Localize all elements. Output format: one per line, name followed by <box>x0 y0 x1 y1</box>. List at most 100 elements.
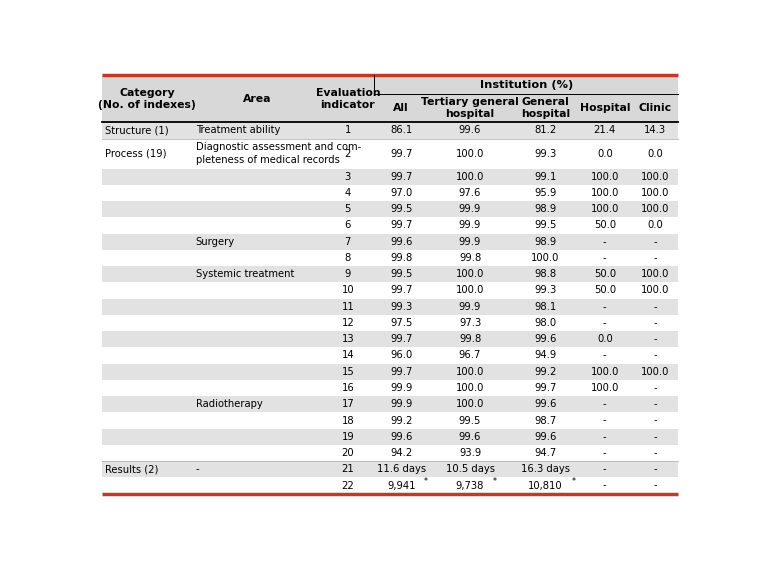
Text: 50.0: 50.0 <box>594 285 616 296</box>
Text: 99.6: 99.6 <box>390 432 412 442</box>
Text: Systemic treatment: Systemic treatment <box>196 269 294 279</box>
Text: 97.0: 97.0 <box>390 188 412 198</box>
Text: -: - <box>653 448 657 458</box>
Text: 86.1: 86.1 <box>390 125 412 135</box>
Text: 1: 1 <box>345 125 351 135</box>
Text: 100.0: 100.0 <box>531 253 559 263</box>
Text: 9,941: 9,941 <box>387 481 415 491</box>
Text: 99.9: 99.9 <box>459 237 481 247</box>
Text: 100.0: 100.0 <box>641 285 669 296</box>
Text: 99.6: 99.6 <box>534 399 556 409</box>
Text: -: - <box>653 432 657 442</box>
Text: -: - <box>603 351 606 360</box>
Text: 10,810: 10,810 <box>528 481 562 491</box>
Text: -: - <box>653 334 657 345</box>
Text: -: - <box>603 415 606 425</box>
Text: 99.7: 99.7 <box>390 285 412 296</box>
Bar <box>102 169 679 185</box>
Text: 99.7: 99.7 <box>390 220 412 230</box>
Text: 100.0: 100.0 <box>641 367 669 377</box>
Text: 100.0: 100.0 <box>456 148 484 158</box>
Text: 100.0: 100.0 <box>456 383 484 393</box>
Text: 99.6: 99.6 <box>459 125 481 135</box>
Text: 100.0: 100.0 <box>456 171 484 182</box>
Text: General
hospital: General hospital <box>521 97 570 119</box>
Text: 99.7: 99.7 <box>390 367 412 377</box>
Text: 100.0: 100.0 <box>591 383 619 393</box>
Text: 99.9: 99.9 <box>459 302 481 312</box>
Text: 97.3: 97.3 <box>459 318 481 328</box>
Text: 99.9: 99.9 <box>459 204 481 214</box>
Text: 17: 17 <box>342 399 354 409</box>
Text: -: - <box>653 399 657 409</box>
Text: 99.1: 99.1 <box>534 171 556 182</box>
Text: All: All <box>393 103 409 113</box>
Text: -: - <box>603 237 606 247</box>
Text: 99.6: 99.6 <box>534 432 556 442</box>
Text: 99.6: 99.6 <box>390 237 412 247</box>
Text: 2: 2 <box>345 148 351 158</box>
Text: 99.6: 99.6 <box>534 334 556 345</box>
Text: 99.9: 99.9 <box>459 220 481 230</box>
Text: 98.9: 98.9 <box>534 237 556 247</box>
Text: 99.5: 99.5 <box>390 204 412 214</box>
Text: 100.0: 100.0 <box>641 188 669 198</box>
Text: -: - <box>603 464 606 474</box>
Text: 99.5: 99.5 <box>534 220 556 230</box>
Text: 100.0: 100.0 <box>591 367 619 377</box>
Text: 99.2: 99.2 <box>534 367 556 377</box>
Text: Category
(No. of indexes): Category (No. of indexes) <box>99 88 197 110</box>
Text: Radiotherapy: Radiotherapy <box>196 399 263 409</box>
Text: -: - <box>603 432 606 442</box>
Text: 98.9: 98.9 <box>534 204 556 214</box>
Text: 99.9: 99.9 <box>390 383 412 393</box>
Text: 97.5: 97.5 <box>390 318 412 328</box>
Bar <box>102 298 679 315</box>
Text: 94.9: 94.9 <box>534 351 556 360</box>
Text: 5: 5 <box>345 204 351 214</box>
Text: 10: 10 <box>342 285 354 296</box>
Text: 98.0: 98.0 <box>534 318 556 328</box>
Text: -: - <box>653 318 657 328</box>
Text: 100.0: 100.0 <box>456 399 484 409</box>
Bar <box>102 123 679 139</box>
Text: Area: Area <box>243 94 271 104</box>
Text: 0.0: 0.0 <box>647 220 663 230</box>
Bar <box>102 234 679 250</box>
Text: 99.3: 99.3 <box>534 148 556 158</box>
Text: 99.6: 99.6 <box>459 432 481 442</box>
Text: Hospital: Hospital <box>580 103 630 113</box>
Text: 98.1: 98.1 <box>534 302 556 312</box>
Bar <box>102 396 679 413</box>
Text: 11: 11 <box>342 302 354 312</box>
Text: 100.0: 100.0 <box>641 204 669 214</box>
Text: 98.7: 98.7 <box>534 415 556 425</box>
Text: 96.0: 96.0 <box>390 351 412 360</box>
Text: Process (19): Process (19) <box>105 148 166 158</box>
Text: 99.3: 99.3 <box>390 302 412 312</box>
Text: 16.3 days: 16.3 days <box>521 464 570 474</box>
Text: 99.7: 99.7 <box>390 171 412 182</box>
Text: 96.7: 96.7 <box>459 351 481 360</box>
Text: 19: 19 <box>342 432 354 442</box>
Text: 14: 14 <box>342 351 354 360</box>
Text: 100.0: 100.0 <box>456 285 484 296</box>
Text: 21.4: 21.4 <box>594 125 616 135</box>
Text: 12: 12 <box>342 318 354 328</box>
Text: 99.3: 99.3 <box>534 285 556 296</box>
Text: 9: 9 <box>345 269 351 279</box>
Text: Structure (1): Structure (1) <box>105 125 168 135</box>
Text: 0.0: 0.0 <box>597 148 613 158</box>
Text: 100.0: 100.0 <box>641 269 669 279</box>
Text: -: - <box>603 253 606 263</box>
Text: 81.2: 81.2 <box>534 125 556 135</box>
Text: 13: 13 <box>342 334 354 345</box>
Text: -: - <box>653 415 657 425</box>
Text: Results (2): Results (2) <box>105 464 158 474</box>
Text: 94.7: 94.7 <box>534 448 556 458</box>
Text: 99.8: 99.8 <box>459 253 481 263</box>
Text: 21: 21 <box>342 464 354 474</box>
Text: Treatment ability: Treatment ability <box>196 125 280 135</box>
Text: 9,738: 9,738 <box>456 481 484 491</box>
Text: 100.0: 100.0 <box>641 171 669 182</box>
